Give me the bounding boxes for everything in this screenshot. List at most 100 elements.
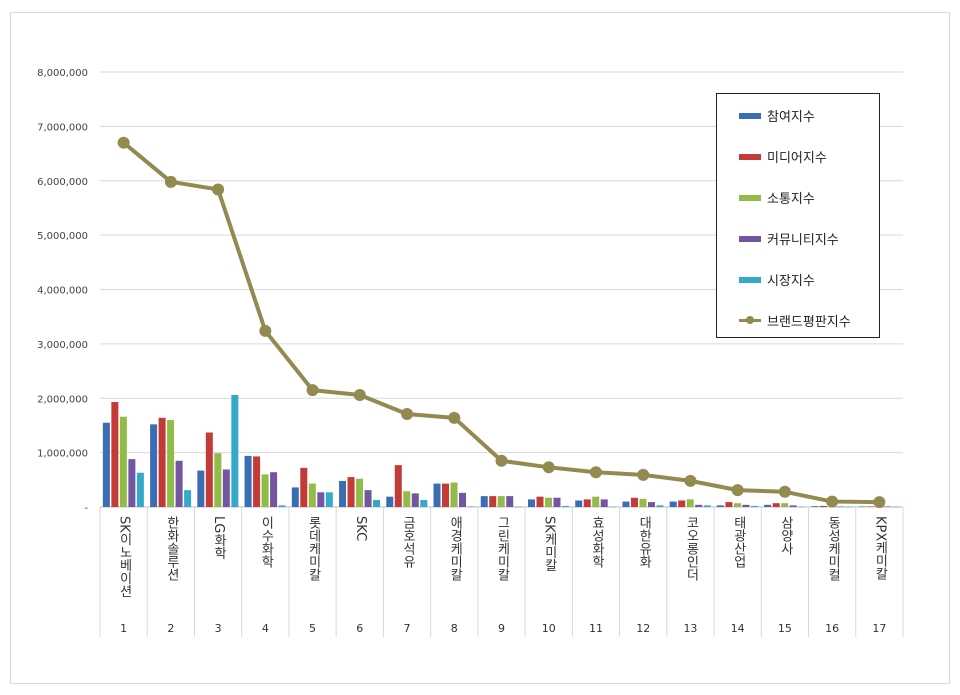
line-point <box>448 411 461 424</box>
category-label: 동성케미컬 <box>825 516 841 581</box>
legend-label: 미디어지수 <box>767 151 827 166</box>
bar-4 <box>600 499 608 507</box>
bar-1 <box>622 501 630 507</box>
rank-label: 10 <box>542 622 556 635</box>
bar-5 <box>750 505 758 507</box>
legend-item: 소통지수 <box>739 188 815 207</box>
bar-3 <box>356 478 364 507</box>
bar-5 <box>798 506 806 508</box>
rank-label: 1 <box>120 622 127 635</box>
bar-1 <box>150 424 158 507</box>
legend-label: 참여지수 <box>767 110 815 125</box>
bar-1 <box>291 487 299 507</box>
bar-2 <box>489 496 497 507</box>
category-label: LG화학 <box>211 516 227 560</box>
bar-4 <box>553 497 561 507</box>
bar-2 <box>442 483 450 507</box>
line-point <box>164 175 177 188</box>
bar-5 <box>561 505 569 507</box>
bar-2 <box>772 503 780 507</box>
bar-5 <box>467 506 475 507</box>
bar-2 <box>300 467 308 507</box>
bar-5 <box>136 472 144 507</box>
bar-2 <box>205 432 213 507</box>
line-point <box>495 454 508 467</box>
bar-4 <box>222 469 230 507</box>
line-point <box>542 461 555 474</box>
line-point <box>731 484 744 497</box>
bar-4 <box>175 460 183 507</box>
line-point <box>873 496 886 509</box>
bar-1 <box>244 455 252 507</box>
bar-4 <box>647 502 655 507</box>
category-label: SK케미칼 <box>541 516 557 572</box>
y-tick-label: - <box>84 503 88 514</box>
y-tick-label: 2,000,000 <box>37 394 88 405</box>
line-point <box>259 324 272 337</box>
bar-4 <box>411 493 419 507</box>
y-tick-label: 6,000,000 <box>37 177 88 188</box>
rank-label: 4 <box>262 622 269 635</box>
bar-1 <box>669 501 677 507</box>
legend-label: 커뮤니티지수 <box>767 233 839 248</box>
rank-label: 11 <box>589 622 603 635</box>
y-tick-label: 5,000,000 <box>37 231 88 242</box>
legend-item: 브랜드평판지수 <box>739 311 851 330</box>
bar-1 <box>764 504 772 507</box>
bar-1 <box>339 480 347 507</box>
bar-4 <box>128 459 136 507</box>
category-label: 효성화학 <box>588 516 604 568</box>
bar-4 <box>506 496 514 507</box>
bar-4 <box>695 504 703 507</box>
bar-4 <box>789 505 797 507</box>
bar-5 <box>420 499 428 507</box>
bar-3 <box>733 503 741 507</box>
rank-label: 12 <box>636 622 650 635</box>
line-point <box>401 408 414 421</box>
line-point <box>306 384 319 397</box>
bar-1 <box>811 506 819 507</box>
y-tick-label: 1,000,000 <box>37 449 88 460</box>
legend-swatch-icon <box>739 194 761 201</box>
category-label: 코오롱인더 <box>683 516 699 581</box>
bar-2 <box>158 417 166 507</box>
legend-swatch-icon <box>739 276 761 283</box>
y-tick-label: 7,000,000 <box>37 122 88 133</box>
bar-3 <box>639 498 647 507</box>
rank-label: 3 <box>215 622 222 635</box>
legend-line-marker-icon <box>739 316 761 324</box>
bar-3 <box>450 482 458 507</box>
y-tick-label: 4,000,000 <box>37 286 88 297</box>
bar-5 <box>656 505 664 507</box>
category-label: 이수화학 <box>258 516 274 568</box>
bar-3 <box>261 474 269 507</box>
bar-2 <box>394 465 402 507</box>
category-label: 애경케미칼 <box>447 516 463 581</box>
bar-4 <box>459 492 467 507</box>
legend-item: 참여지수 <box>739 106 815 125</box>
bar-1 <box>858 506 866 507</box>
line-point <box>589 466 602 479</box>
bar-5 <box>845 506 853 508</box>
rank-label: 16 <box>825 622 839 635</box>
bar-1 <box>197 470 205 507</box>
bar-5 <box>231 394 239 507</box>
bar-2 <box>819 505 827 507</box>
bar-3 <box>167 420 175 507</box>
bar-5 <box>703 505 711 507</box>
bar-4 <box>836 506 844 507</box>
rank-label: 6 <box>356 622 363 635</box>
bar-2 <box>111 402 119 507</box>
bar-1 <box>386 496 394 507</box>
rank-label: 13 <box>683 622 697 635</box>
bar-3 <box>214 453 222 507</box>
bar-5 <box>278 505 286 507</box>
legend-item: 시장지수 <box>739 270 815 289</box>
rank-label: 2 <box>167 622 174 635</box>
rank-label: 9 <box>498 622 505 635</box>
bar-4 <box>317 492 325 507</box>
bar-3 <box>119 416 127 507</box>
rank-label: 15 <box>778 622 792 635</box>
